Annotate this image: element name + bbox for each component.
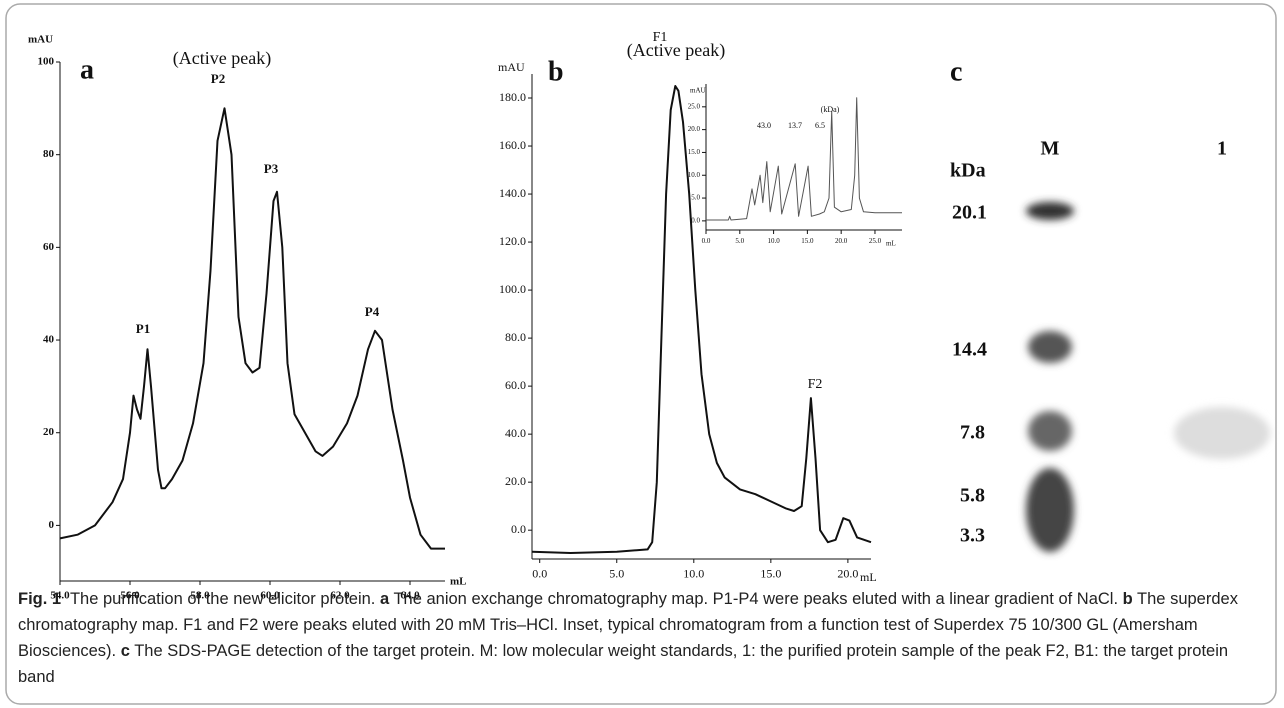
gel-band	[1028, 411, 1072, 451]
x-tick-label: 0.0	[702, 237, 711, 245]
annotation: 43.0	[757, 121, 771, 130]
x-tick-label: 58.0	[190, 589, 210, 601]
annotation: F1	[653, 30, 668, 45]
panel-label: a	[80, 54, 94, 85]
caption-part: The SDS-PAGE detection of the target pro…	[18, 642, 1229, 686]
data-line	[59, 107, 445, 550]
y-tick-label: 60	[43, 241, 55, 253]
annotation: P4	[365, 304, 380, 319]
gel-band	[1026, 468, 1074, 552]
x-tick-label: 62.0	[330, 589, 350, 601]
data-line	[531, 85, 872, 554]
marker-label: 5.8	[960, 485, 985, 507]
annotation: F2	[808, 377, 823, 392]
panel-label: c	[950, 56, 962, 87]
y-tick-label: 40	[43, 334, 55, 346]
y-tick-label: 0.0	[691, 216, 700, 224]
y-tick-label: 40.0	[505, 426, 526, 440]
y-tick-label: 20.0	[505, 474, 526, 488]
y-tick-label: 100	[38, 56, 55, 68]
y-tick-label: 60.0	[505, 378, 526, 392]
marker-label: 14.4	[952, 339, 987, 361]
gel-band	[1174, 407, 1270, 459]
x-tick-label: 15.0	[760, 566, 781, 580]
x-tick-label: 56.0	[120, 589, 140, 601]
chart-title: (Active peak)	[173, 48, 271, 69]
y-tick-label: 20.0	[688, 125, 701, 133]
data-line	[706, 97, 902, 221]
figure-label: Fig. 1	[18, 590, 62, 608]
y-tick-label: 25.0	[688, 102, 701, 110]
x-tick-label: 25.0	[869, 237, 882, 245]
annotation: P3	[264, 161, 279, 176]
annotation: P1	[136, 321, 150, 336]
annotation: 13.7	[788, 121, 802, 130]
y-axis-label: mAU	[28, 34, 53, 46]
y-tick-label: 160.0	[499, 138, 526, 152]
annotation: (kDa)	[821, 105, 840, 114]
y-tick-label: 15.0	[688, 148, 701, 156]
x-axis-label: mL	[860, 570, 877, 584]
y-tick-label: 180.0	[499, 90, 526, 104]
gel-unit: kDa	[950, 160, 986, 182]
y-axis-label: mAU	[498, 60, 525, 74]
caption-part-label: b	[1122, 590, 1133, 608]
x-axis-label: mL	[450, 576, 467, 588]
y-tick-label: 80	[43, 148, 55, 160]
marker-label: 20.1	[952, 202, 987, 224]
x-tick-label: 5.0	[609, 566, 624, 580]
y-tick-label: 120.0	[499, 234, 526, 248]
caption-part-label: a	[379, 590, 390, 608]
caption-part-label: c	[120, 642, 130, 660]
annotation: P2	[211, 71, 225, 86]
gel-band	[1028, 331, 1072, 363]
lane-label: M	[1041, 138, 1060, 160]
x-tick-label: 60.0	[260, 589, 280, 601]
caption-part: The superdex chromatography map. F1 and …	[18, 590, 1238, 660]
y-tick-label: 10.0	[688, 171, 701, 179]
y-tick-label: 5.0	[691, 194, 700, 202]
figure-border	[5, 3, 1277, 705]
y-tick-label: 140.0	[499, 186, 526, 200]
gel-bands	[1026, 202, 1270, 552]
gel-band	[1026, 202, 1074, 220]
y-tick-label: 100.0	[499, 282, 526, 296]
x-tick-label: 10.0	[683, 566, 704, 580]
marker-label: 7.8	[960, 422, 985, 444]
caption: Fig. 1 The purification of the new elici…	[18, 586, 1268, 690]
x-tick-label: 15.0	[801, 237, 814, 245]
x-tick-label: 10.0	[767, 237, 780, 245]
panel-label: b	[548, 56, 564, 87]
marker-label: 3.3	[960, 525, 985, 547]
x-tick-label: 0.0	[532, 566, 547, 580]
x-tick-label: 20.0	[837, 566, 858, 580]
x-tick-label: 20.0	[835, 237, 848, 245]
y-tick-label: 0.0	[511, 522, 526, 536]
y-tick-label: 0	[49, 519, 55, 531]
x-tick-label: 64.0	[400, 589, 420, 601]
x-tick-label: 54.0	[50, 589, 70, 601]
y-tick-label: 80.0	[505, 330, 526, 344]
y-axis-label: mAU	[690, 87, 706, 95]
caption-part: The anion exchange chromatography map. P…	[393, 590, 1119, 608]
x-axis-label: mL	[886, 240, 896, 248]
lane-label: 1	[1217, 138, 1227, 160]
caption-lead: The purification of the new elicitor pro…	[69, 590, 376, 608]
x-tick-label: 5.0	[735, 237, 744, 245]
annotation: 6.5	[815, 121, 825, 130]
chart-title: (Active peak)	[627, 40, 725, 61]
y-tick-label: 20	[43, 426, 55, 438]
